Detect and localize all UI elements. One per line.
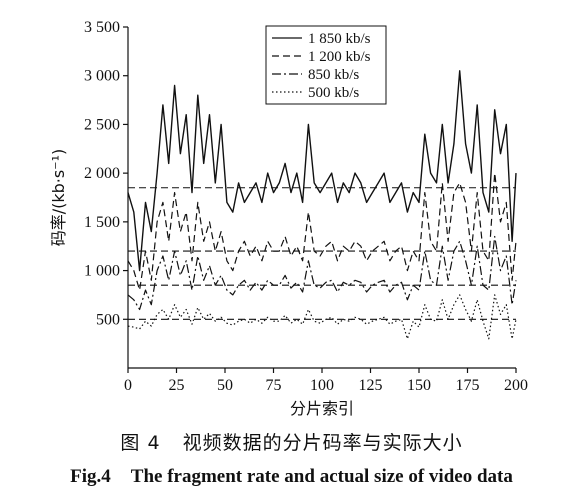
legend-label: 1 200 kb/s — [308, 49, 371, 65]
caption-en-number: Fig.4 — [70, 466, 111, 487]
series-line-1 — [127, 70, 517, 272]
x-tick-label: 125 — [359, 377, 383, 394]
bitrate-line-chart: 500 1 000 1 500 2 000 2 500 3 000 3 500 0 25 50 75… — [49, 19, 528, 418]
y-tick-label: 2 000 — [84, 165, 120, 182]
x-tick-label: 50 — [217, 377, 233, 394]
x-tick-label: 200 — [504, 377, 528, 394]
series-line-3 — [127, 235, 517, 311]
y-tick-label: 1 500 — [84, 214, 120, 231]
y-tick-label: 3 000 — [84, 68, 120, 85]
caption-en-text: The fragment rate and actual size of vid… — [130, 466, 513, 487]
x-tick-label: 100 — [310, 377, 334, 394]
legend: 1 850 kb/s 1 200 kb/s 850 kb/s 500 kb/s — [265, 25, 387, 105]
caption-zh-text: 视频数据的分片码率与实际大小 — [182, 432, 463, 454]
caption-zh-number: 图 4 — [120, 432, 161, 454]
series-line-2 — [127, 172, 517, 291]
y-tick-label: 3 500 — [84, 19, 120, 36]
plot-lines — [127, 70, 517, 340]
y-tick-label: 1 000 — [84, 263, 120, 280]
y-tick-label: 500 — [96, 311, 120, 328]
caption-chinese: 图 4 视频数据的分片码率与实际大小 — [0, 428, 583, 455]
y-axis-title: 码率/(kb·s⁻¹) — [49, 149, 68, 247]
x-axis-title: 分片索引 — [290, 399, 354, 418]
x-tick-label: 75 — [266, 377, 282, 394]
legend-box — [265, 25, 387, 105]
legend-label: 500 kb/s — [308, 85, 359, 101]
x-tick-label: 25 — [169, 377, 185, 394]
x-tick-label: 150 — [407, 377, 431, 394]
axes: 500 1 000 1 500 2 000 2 500 3 000 3 500 0 25 50 75… — [49, 19, 528, 418]
legend-label: 1 850 kb/s — [308, 31, 371, 47]
x-tick-label: 175 — [456, 377, 480, 394]
legend-label: 850 kb/s — [308, 67, 359, 83]
series-line-4 — [127, 294, 517, 340]
caption-english: Fig.4 The fragment rate and actual size o… — [0, 466, 583, 488]
y-tick-label: 2 500 — [84, 116, 120, 133]
x-tick-label: 0 — [124, 377, 132, 394]
